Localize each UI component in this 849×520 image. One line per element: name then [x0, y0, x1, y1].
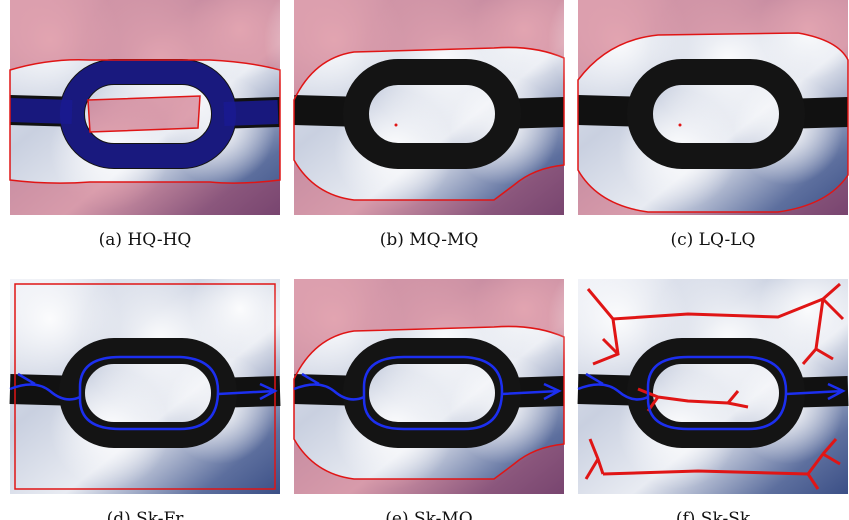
- caption: (a) HQ-HQ: [99, 230, 192, 250]
- caption: (b) MQ-MQ: [380, 230, 479, 250]
- label-region: [88, 96, 200, 132]
- image-panel: [548, 0, 849, 215]
- scribble-red: [87, 95, 201, 133]
- scribble-blue: [293, 355, 562, 431]
- chain-link: [343, 59, 521, 169]
- label-fill: [9, 98, 279, 126]
- image-panel: [548, 249, 849, 494]
- scribble-red: [14, 283, 276, 490]
- scribble-red: [9, 58, 281, 184]
- scribble-blue: [9, 355, 278, 431]
- label-region: [294, 279, 564, 494]
- scribble-red: [577, 32, 849, 213]
- caption: (c) LQ-LQ: [670, 230, 755, 250]
- image-panel: [264, 249, 574, 494]
- chain-link: [627, 59, 805, 169]
- label-region: [10, 0, 280, 215]
- cloud: [758, 259, 849, 359]
- cloud: [474, 259, 574, 359]
- caption: (d) Sk-Fr: [107, 509, 185, 520]
- seed-dot: [678, 123, 682, 127]
- scribble-blue: [577, 355, 846, 431]
- scribble-red: [584, 282, 845, 490]
- cloud: [758, 0, 849, 80]
- image-panel: [0, 0, 290, 215]
- caption: (f) Sk-Sk: [676, 509, 751, 520]
- image-panel: [264, 0, 574, 215]
- label-region: [294, 0, 564, 215]
- seed-dot: [394, 123, 398, 127]
- image-panel: [0, 249, 290, 494]
- scribble-red: [293, 325, 565, 480]
- caption: (e) Sk-MQ: [385, 509, 472, 520]
- label-region: [578, 0, 848, 215]
- scribble-red: [293, 46, 565, 201]
- cloud: [474, 0, 574, 80]
